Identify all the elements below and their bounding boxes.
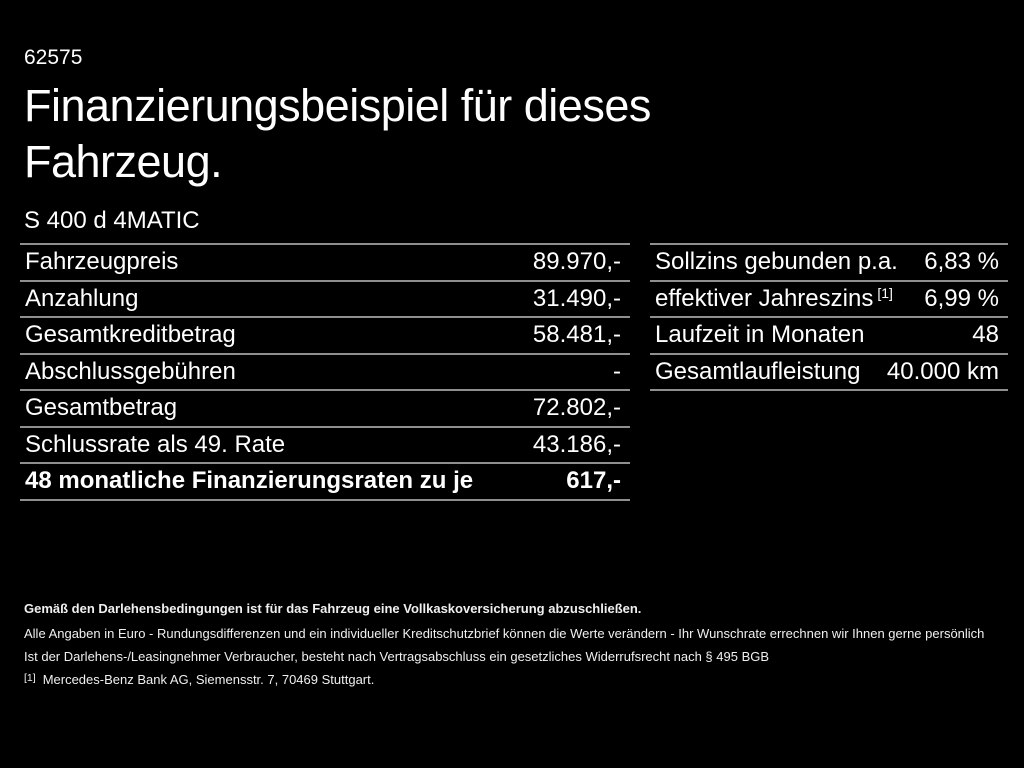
- table-row-monthly-rate: 48 monatliche Finanzierungsraten zu je 6…: [20, 462, 630, 499]
- insurance-note: Gemäß den Darlehensbedingungen ist für d…: [24, 601, 642, 616]
- row-value: 6,83 %: [924, 248, 999, 276]
- disclaimer-line-2: Ist der Darlehens-/Leasingnehmer Verbrau…: [24, 649, 770, 664]
- row-label: Laufzeit in Monaten: [655, 321, 865, 349]
- row-value: 40.000 km: [886, 357, 999, 385]
- disclaimer-line-1: Alle Angaben in Euro - Rundungsdifferenz…: [24, 626, 985, 641]
- row-label: Gesamtbetrag: [25, 394, 178, 422]
- table-row: Gesamtbetrag 72.802,-: [20, 389, 630, 426]
- row-label: Fahrzeugpreis: [25, 248, 179, 276]
- row-value: 31.490,-: [532, 284, 621, 312]
- row-value: 58.481,-: [532, 321, 621, 349]
- table-row: Gesamtlaufleistung 40.000 km: [650, 352, 1008, 390]
- footnote-ref-superscript: [1]: [877, 284, 893, 301]
- row-label: Gesamtkreditbetrag: [25, 321, 236, 349]
- conditions-table: Sollzins gebunden p.a. 6,83 % effektiver…: [650, 243, 1008, 391]
- row-value: 89.970,-: [532, 248, 621, 276]
- row-label: Abschlussgebühren: [25, 357, 236, 385]
- row-label: Schlussrate als 49. Rate: [25, 430, 286, 458]
- finance-table: Fahrzeugpreis 89.970,- Anzahlung 31.490,…: [20, 243, 630, 501]
- row-label: effektiver Jahreszins [1]: [655, 284, 893, 312]
- row-value: 43.186,-: [532, 430, 621, 458]
- row-value: 72.802,-: [532, 394, 621, 422]
- row-label: 48 monatliche Finanzierungsraten zu je: [25, 467, 474, 495]
- table-row: Gesamtkreditbetrag 58.481,-: [20, 316, 630, 353]
- table-row: Sollzins gebunden p.a. 6,83 %: [650, 243, 1008, 280]
- table-row: Schlussrate als 49. Rate 43.186,-: [20, 425, 630, 463]
- row-label: Gesamtlaufleistung: [655, 357, 861, 385]
- row-value: 6,99 %: [924, 284, 999, 312]
- vehicle-model: S 400 d 4MATIC: [24, 207, 200, 234]
- row-label: Anzahlung: [25, 284, 139, 312]
- table-row: Anzahlung 31.490,-: [20, 279, 630, 317]
- table-row: Laufzeit in Monaten 48: [650, 316, 1008, 353]
- row-value: 48: [972, 321, 999, 349]
- footnote: [1] Mercedes-Benz Bank AG, Siemensstr. 7,…: [24, 672, 374, 687]
- doc-number: 62575: [24, 46, 83, 69]
- row-value: 617,-: [566, 467, 621, 495]
- footnote-marker: [1]: [24, 672, 36, 684]
- table-row: Fahrzeugpreis 89.970,-: [20, 243, 630, 280]
- footnote-text: Mercedes-Benz Bank AG, Siemensstr. 7, 70…: [42, 672, 375, 687]
- row-label: Sollzins gebunden p.a.: [655, 248, 898, 276]
- table-row: Abschlussgebühren -: [20, 352, 630, 390]
- table-row: effektiver Jahreszins [1] 6,99 %: [650, 279, 1008, 317]
- page-title: Finanzierungsbeispiel für dieses Fahrzeu…: [24, 80, 651, 187]
- row-value: -: [613, 357, 621, 385]
